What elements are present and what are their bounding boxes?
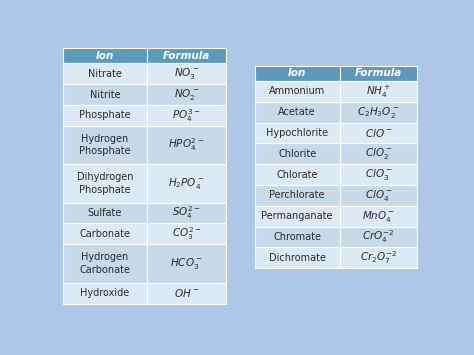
Bar xyxy=(255,143,340,164)
Text: $\mathit{CrO_4^{-2}}$: $\mathit{CrO_4^{-2}}$ xyxy=(362,229,395,245)
Text: Chlorite: Chlorite xyxy=(278,149,316,159)
Text: Hydrogen
Phosphate: Hydrogen Phosphate xyxy=(79,134,131,156)
Text: Dichromate: Dichromate xyxy=(269,253,326,263)
Bar xyxy=(147,244,226,283)
Bar xyxy=(63,224,147,244)
Bar xyxy=(63,48,147,64)
Text: Chlorate: Chlorate xyxy=(276,170,318,180)
Text: Nitrite: Nitrite xyxy=(90,89,120,99)
Bar xyxy=(255,185,340,206)
Text: $\mathit{ClO_3^-}$: $\mathit{ClO_3^-}$ xyxy=(365,167,392,182)
Bar xyxy=(255,226,340,247)
Bar xyxy=(147,203,226,224)
Text: $\mathit{NH_4^+}$: $\mathit{NH_4^+}$ xyxy=(366,83,391,99)
Text: Formula: Formula xyxy=(163,51,210,61)
Text: Chromate: Chromate xyxy=(273,232,321,242)
Bar xyxy=(340,81,417,102)
Text: Hypochlorite: Hypochlorite xyxy=(266,128,328,138)
Text: Ion: Ion xyxy=(288,69,306,78)
Bar xyxy=(63,203,147,224)
Text: Permanganate: Permanganate xyxy=(262,211,333,221)
Bar xyxy=(147,105,226,126)
Bar xyxy=(147,164,226,203)
Bar xyxy=(340,185,417,206)
Text: $\mathit{CO_3^{2-}}$: $\mathit{CO_3^{2-}}$ xyxy=(172,225,201,242)
Bar xyxy=(340,226,417,247)
Bar xyxy=(147,84,226,105)
Text: Dihydrogen
Phosphate: Dihydrogen Phosphate xyxy=(77,172,133,195)
Bar xyxy=(63,283,147,304)
Text: Hydrogen
Carbonate: Hydrogen Carbonate xyxy=(80,252,130,275)
Bar xyxy=(340,164,417,185)
Text: $\mathit{H_2PO_4^-}$: $\mathit{H_2PO_4^-}$ xyxy=(168,176,205,191)
Bar xyxy=(340,206,417,226)
Bar xyxy=(255,164,340,185)
Bar xyxy=(63,164,147,203)
Bar xyxy=(147,283,226,304)
Text: $\mathit{PO_4^{3-}}$: $\mathit{PO_4^{3-}}$ xyxy=(172,107,201,124)
Bar xyxy=(255,81,340,102)
Bar xyxy=(340,143,417,164)
Bar xyxy=(340,66,417,81)
Bar xyxy=(63,64,147,84)
Text: $\mathit{Cr_2O_7^{-2}}$: $\mathit{Cr_2O_7^{-2}}$ xyxy=(360,250,397,266)
Text: $\mathit{SO_4^{2-}}$: $\mathit{SO_4^{2-}}$ xyxy=(172,205,201,222)
Bar xyxy=(147,64,226,84)
Bar xyxy=(255,206,340,226)
Text: Hydroxide: Hydroxide xyxy=(81,288,129,298)
Text: Perchlorate: Perchlorate xyxy=(269,190,325,201)
Text: $\mathit{ClO^-}$: $\mathit{ClO^-}$ xyxy=(365,127,392,139)
Text: Ammonium: Ammonium xyxy=(269,87,325,97)
Text: $\mathit{ClO_4^-}$: $\mathit{ClO_4^-}$ xyxy=(365,188,392,203)
Bar xyxy=(63,126,147,164)
Text: $\mathit{OH^-}$: $\mathit{OH^-}$ xyxy=(173,287,199,299)
Text: $\mathit{MnO_4^-}$: $\mathit{MnO_4^-}$ xyxy=(362,209,395,224)
Text: Carbonate: Carbonate xyxy=(80,229,130,239)
Text: $\mathit{NO_3^-}$: $\mathit{NO_3^-}$ xyxy=(173,66,199,81)
Bar xyxy=(340,247,417,268)
Text: $\mathit{HPO_4^{2-}}$: $\mathit{HPO_4^{2-}}$ xyxy=(168,137,204,153)
Text: Sulfate: Sulfate xyxy=(88,208,122,218)
Bar xyxy=(255,247,340,268)
Bar xyxy=(63,105,147,126)
Text: Formula: Formula xyxy=(355,69,402,78)
Bar xyxy=(340,123,417,143)
Bar xyxy=(340,102,417,123)
Text: Phosphate: Phosphate xyxy=(79,110,131,120)
Text: $\mathit{C_2H_3O_2^-}$: $\mathit{C_2H_3O_2^-}$ xyxy=(357,105,400,120)
Bar xyxy=(255,66,340,81)
Text: $\mathit{ClO_2^-}$: $\mathit{ClO_2^-}$ xyxy=(365,146,392,162)
Text: $\mathit{HCO_3^-}$: $\mathit{HCO_3^-}$ xyxy=(170,256,203,271)
Text: $\mathit{NO_2^-}$: $\mathit{NO_2^-}$ xyxy=(173,87,199,102)
Bar xyxy=(147,48,226,64)
Bar xyxy=(255,123,340,143)
Bar xyxy=(255,102,340,123)
Bar xyxy=(147,224,226,244)
Bar xyxy=(147,126,226,164)
Bar xyxy=(63,84,147,105)
Text: Acetate: Acetate xyxy=(278,107,316,117)
Bar xyxy=(63,244,147,283)
Text: Nitrate: Nitrate xyxy=(88,69,122,79)
Text: Ion: Ion xyxy=(96,51,114,61)
